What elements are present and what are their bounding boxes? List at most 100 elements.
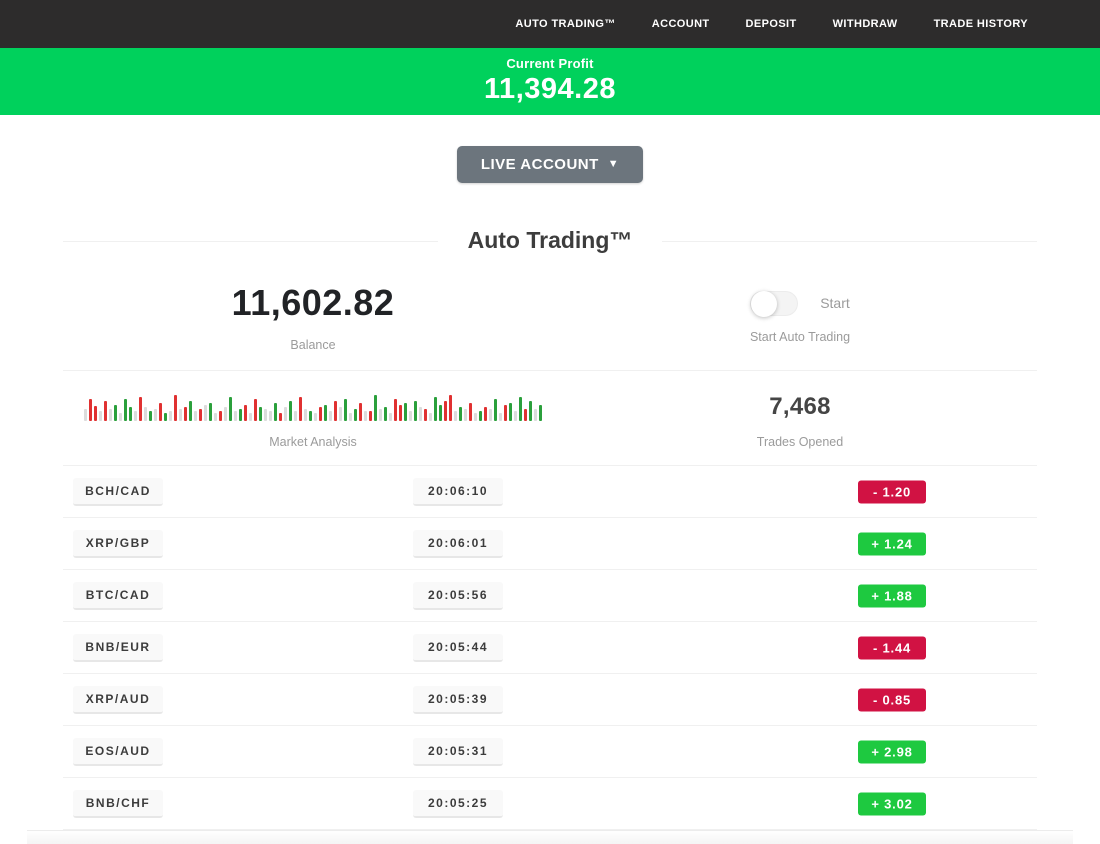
section-header: Auto Trading™ <box>63 227 1037 254</box>
chart-bar <box>119 413 122 421</box>
nav-item-deposit[interactable]: DEPOSIT <box>745 18 797 30</box>
table-row: XRP/GBP 20:06:01 + 1.24 <box>63 518 1037 570</box>
nav-item-withdraw[interactable]: WITHDRAW <box>832 18 898 30</box>
page-title: Auto Trading™ <box>437 227 663 254</box>
market-analysis-chart <box>63 393 563 421</box>
chart-bar <box>109 409 112 421</box>
chart-bar <box>444 401 447 421</box>
trades-list: BCH/CAD 20:06:10 - 1.20 XRP/GBP 20:06:01 + 1.… <box>63 466 1037 830</box>
trade-time-badge: 20:06:10 <box>413 477 503 506</box>
market-analysis-label: Market Analysis <box>269 435 357 449</box>
chart-bar <box>159 403 162 421</box>
trade-time-badge: 20:05:39 <box>413 685 503 714</box>
trade-pair-badge: BTC/CAD <box>73 581 163 610</box>
chart-bar <box>289 401 292 421</box>
chart-bar <box>194 411 197 421</box>
chart-bar <box>254 399 257 421</box>
auto-trading-stat: Start Start Auto Trading <box>563 290 1037 344</box>
chart-bar <box>419 407 422 421</box>
chart-bar <box>264 409 267 421</box>
chart-bar <box>384 407 387 421</box>
chart-bar <box>139 397 142 421</box>
trade-time-badge: 20:05:25 <box>413 789 503 818</box>
table-row: XRP/AUD 20:05:39 - 0.85 <box>63 674 1037 726</box>
chart-bar <box>234 411 237 421</box>
chart-bar <box>294 411 297 421</box>
page-bottom-cutoff <box>27 830 1073 844</box>
chart-bar <box>459 407 462 421</box>
trade-pair-badge: XRP/GBP <box>73 529 163 558</box>
chart-bar <box>169 411 172 421</box>
chart-bar <box>284 407 287 421</box>
chart-bar <box>414 401 417 421</box>
chart-bar <box>514 411 517 421</box>
chart-bar <box>354 409 357 421</box>
chart-bar <box>409 411 412 421</box>
toggle-start-label: Start <box>820 295 850 311</box>
nav-item-auto-trading[interactable]: AUTO TRADING™ <box>515 18 616 30</box>
chart-bar <box>94 406 97 421</box>
chart-bar <box>199 409 202 421</box>
table-row: BNB/EUR 20:05:44 - 1.44 <box>63 622 1037 674</box>
chart-bar <box>314 413 317 421</box>
chart-bar <box>339 407 342 421</box>
chart-bar <box>84 409 87 421</box>
chart-bar <box>189 401 192 421</box>
balance-stat: 11,602.82 Balance <box>63 282 563 352</box>
live-account-dropdown-button[interactable]: LIVE ACCOUNT ▼ <box>456 146 644 183</box>
trade-change-badge: + 1.88 <box>858 584 926 607</box>
chart-bar <box>154 409 157 421</box>
chart-bar <box>329 411 332 421</box>
chart-bar <box>449 395 452 421</box>
trade-pair-badge: BNB/EUR <box>73 633 163 662</box>
chart-bar <box>239 409 242 421</box>
trade-time-badge: 20:05:44 <box>413 633 503 662</box>
chart-bar <box>394 399 397 421</box>
chart-bar <box>164 413 167 421</box>
chart-bar <box>299 397 302 421</box>
chart-bar <box>179 409 182 421</box>
chart-bar <box>349 413 352 421</box>
chart-bar <box>534 409 537 421</box>
chart-bar <box>219 411 222 421</box>
chart-bar <box>489 409 492 421</box>
chart-bar <box>184 407 187 421</box>
chart-bar <box>244 405 247 421</box>
nav-item-trade-history[interactable]: TRADE HISTORY <box>933 18 1028 30</box>
market-analysis-stat: Market Analysis <box>63 393 563 449</box>
chart-bar <box>424 409 427 421</box>
trade-pair-badge: BCH/CAD <box>73 477 163 506</box>
chart-bar <box>429 413 432 421</box>
chart-bar <box>484 407 487 421</box>
live-account-label: LIVE ACCOUNT <box>480 156 599 173</box>
start-auto-trading-toggle[interactable] <box>750 290 799 317</box>
chart-bar <box>114 405 117 421</box>
chart-bar <box>359 403 362 421</box>
chart-bar <box>304 409 307 421</box>
chart-bar <box>224 407 227 421</box>
chart-bar <box>89 399 92 421</box>
chart-bar <box>259 407 262 421</box>
chart-bar <box>364 411 367 421</box>
chart-bar <box>144 407 147 421</box>
chart-bar <box>129 407 132 421</box>
chart-bar <box>274 403 277 421</box>
chart-bar <box>249 413 252 421</box>
trade-pair-badge: BNB/CHF <box>73 789 163 818</box>
chart-bar <box>104 401 107 421</box>
chart-bar <box>434 397 437 421</box>
trade-change-badge: + 2.98 <box>858 740 926 763</box>
chart-bar <box>374 395 377 421</box>
trades-opened-label: Trades Opened <box>756 435 844 449</box>
toggle-knob <box>751 290 778 317</box>
chart-bar <box>279 413 282 421</box>
chart-bar <box>509 403 512 421</box>
chart-bar <box>504 405 507 421</box>
chart-bar <box>524 409 527 421</box>
chart-bar <box>149 411 152 421</box>
trade-change-badge: + 1.24 <box>858 532 926 555</box>
chart-bar <box>529 401 532 421</box>
chart-bar <box>469 403 472 421</box>
nav-item-account[interactable]: ACCOUNT <box>651 18 710 30</box>
trade-change-badge: - 0.85 <box>858 688 926 711</box>
